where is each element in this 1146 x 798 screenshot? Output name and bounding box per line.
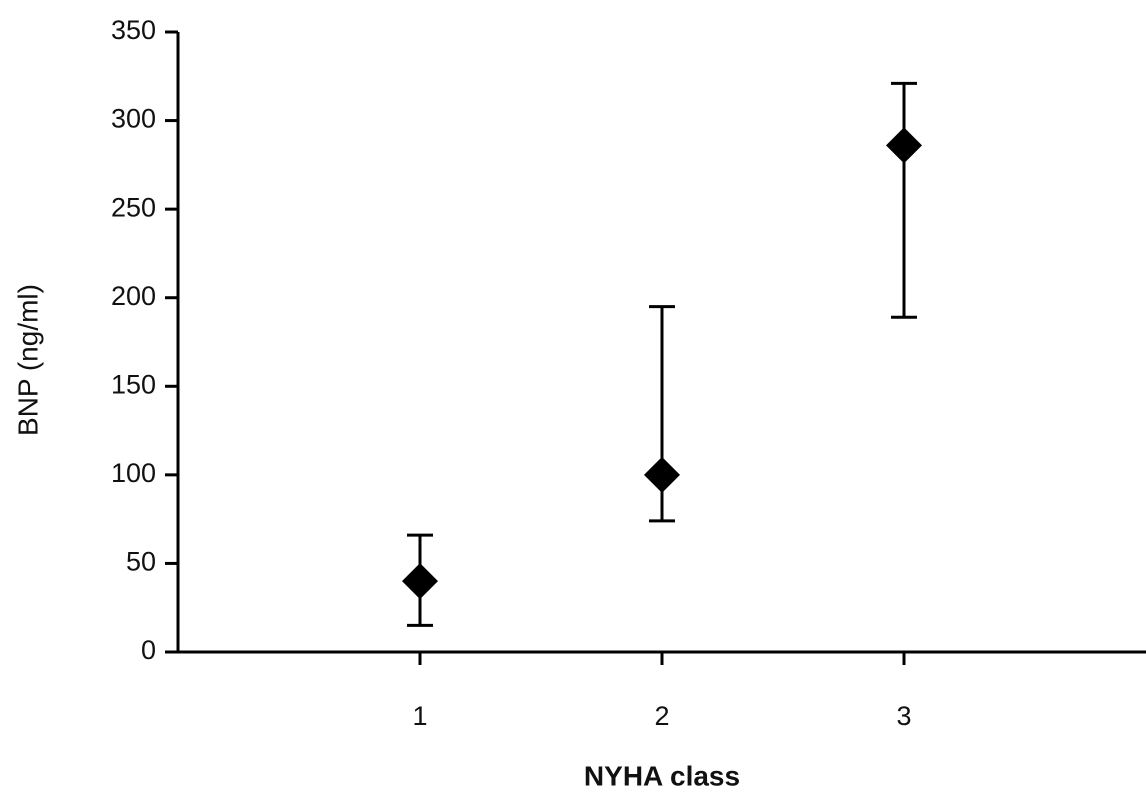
data-point xyxy=(644,456,680,493)
x-axis-title: NYHA class xyxy=(584,760,740,791)
y-tick-label: 50 xyxy=(126,547,156,577)
x-tick-label: 1 xyxy=(412,701,427,731)
y-tick-label: 200 xyxy=(111,281,156,311)
data-point xyxy=(402,563,438,600)
x-tick-label: 2 xyxy=(654,701,669,731)
y-tick-label: 150 xyxy=(111,369,156,399)
error-bar xyxy=(891,81,917,319)
y-tick-label: 0 xyxy=(141,635,156,665)
y-tick-label: 250 xyxy=(111,192,156,222)
data-point xyxy=(886,127,922,164)
x-tick-label: 3 xyxy=(896,701,911,731)
y-tick-label: 100 xyxy=(111,458,156,488)
y-tick-label: 300 xyxy=(111,104,156,134)
y-tick-label: 350 xyxy=(111,15,156,45)
y-axis-title: BNP (ng/ml) xyxy=(12,284,43,436)
